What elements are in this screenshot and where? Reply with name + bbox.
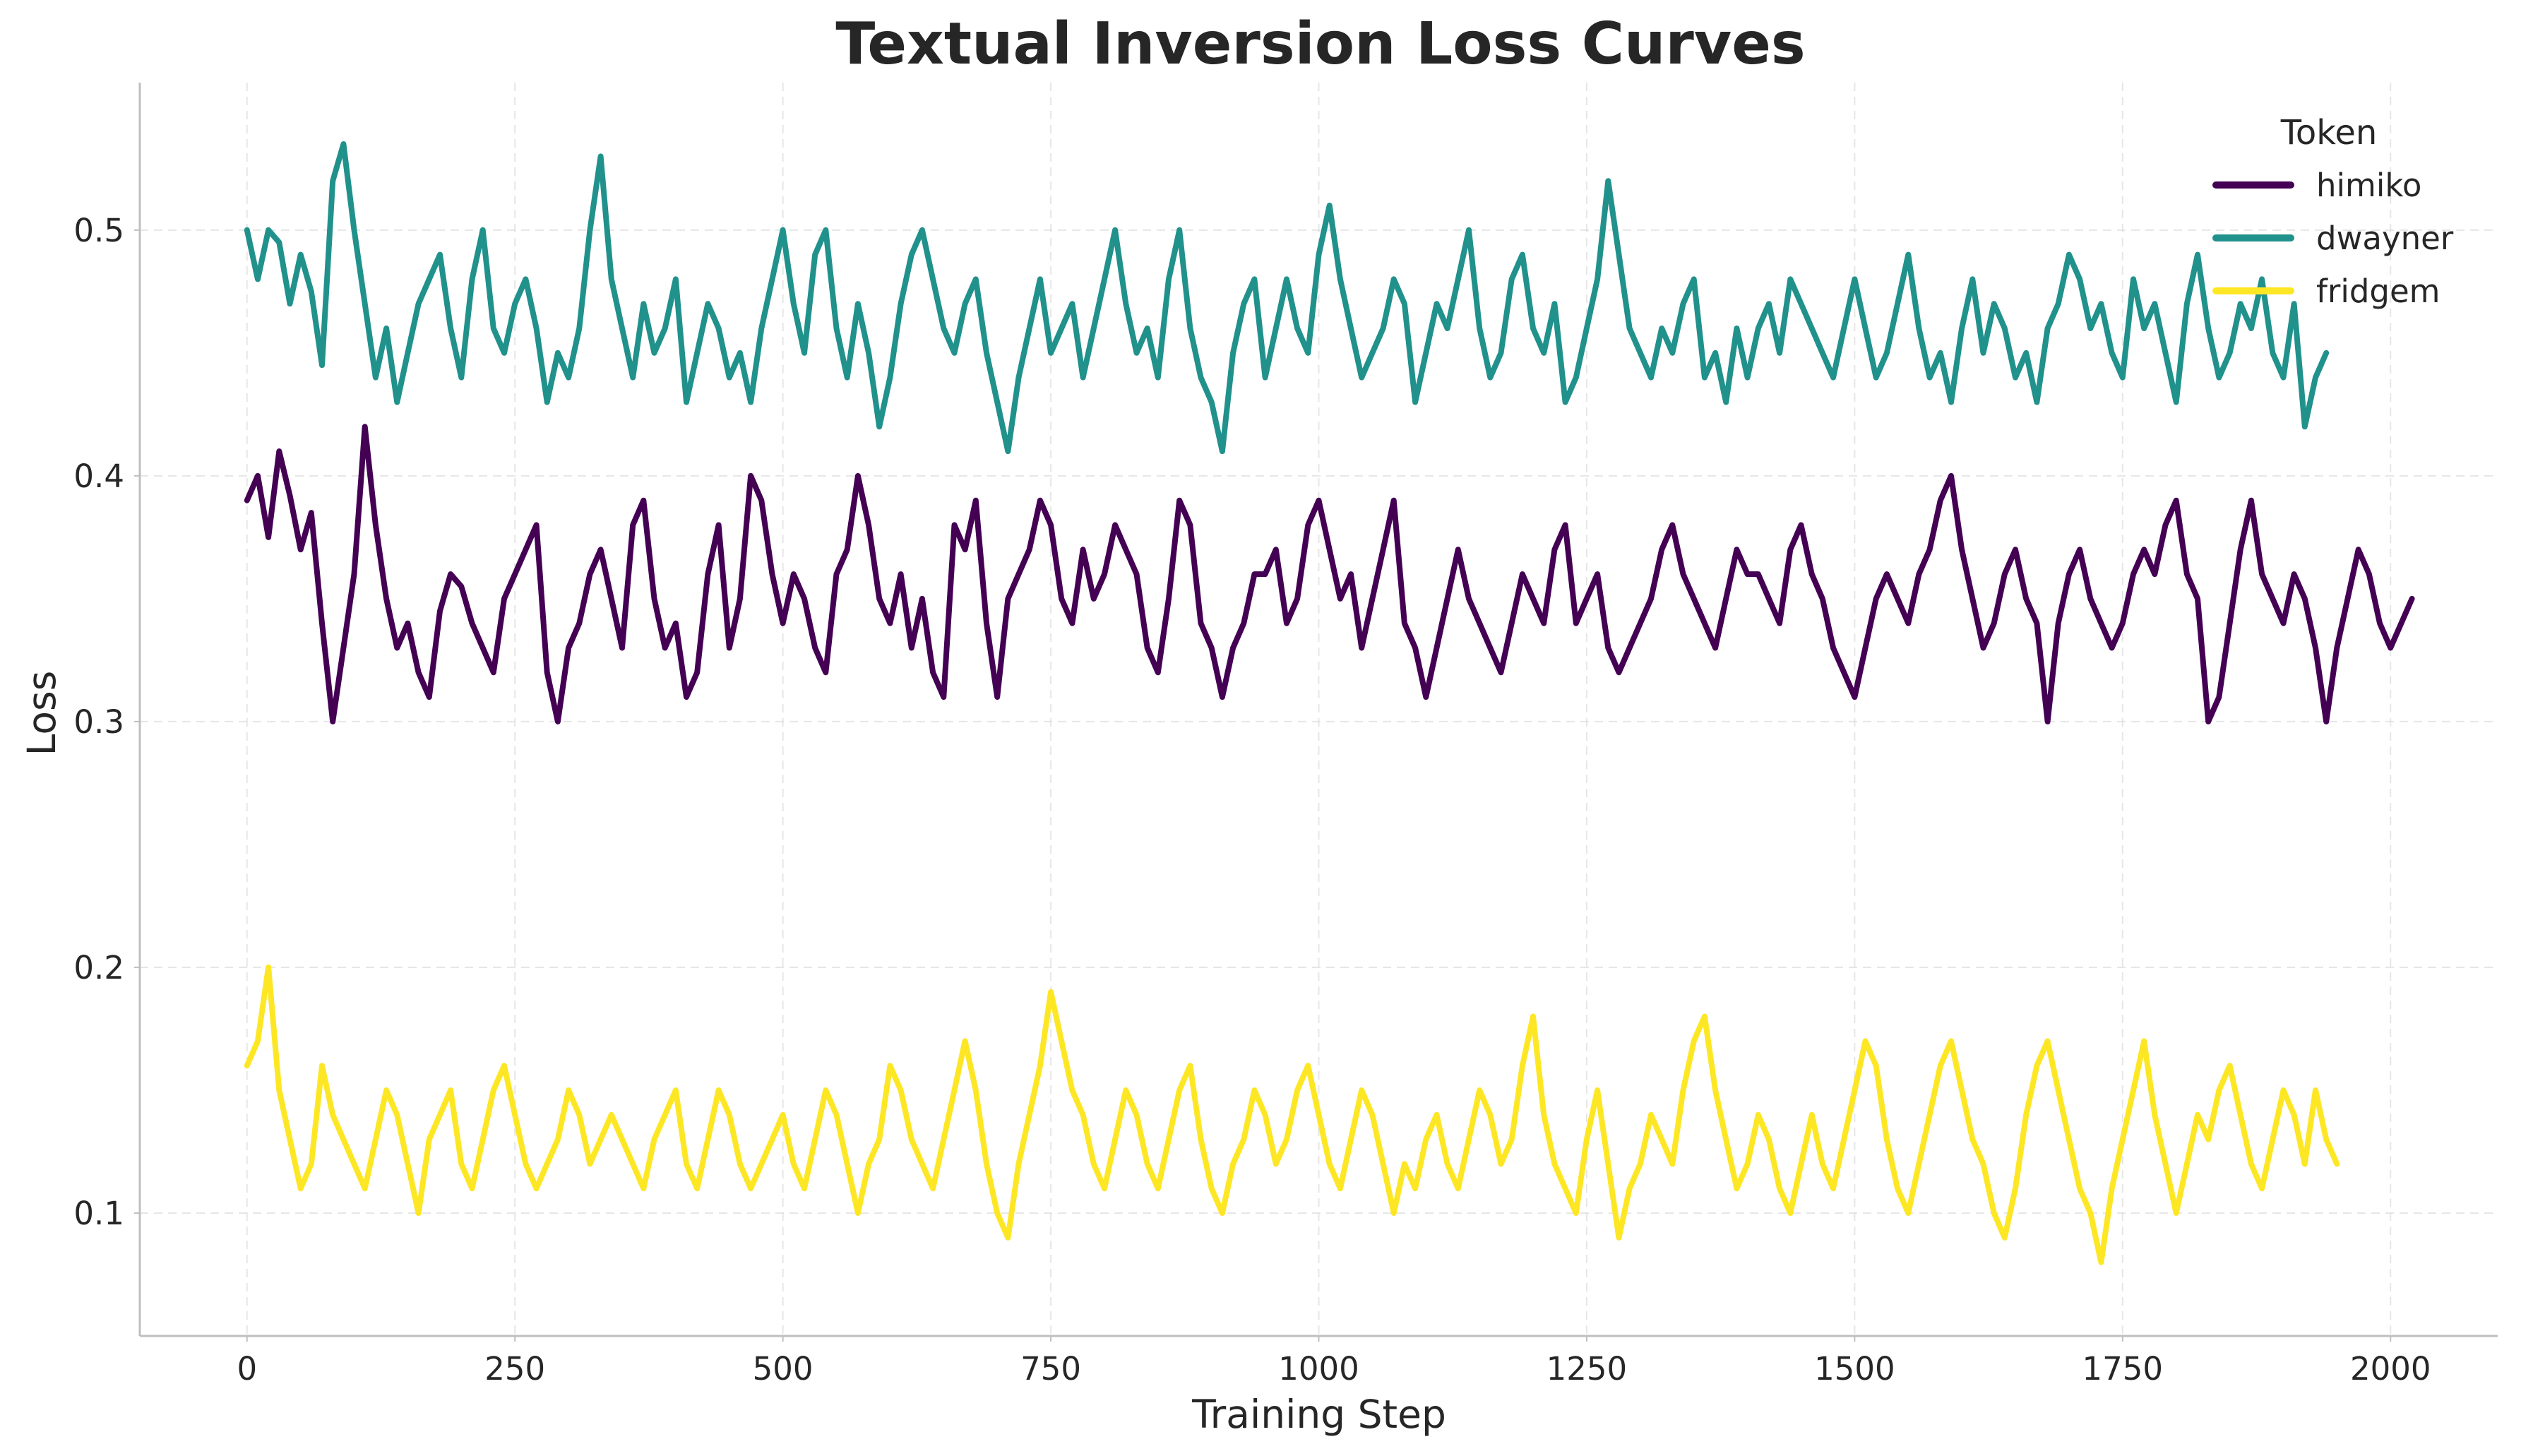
x-tick-label: 750	[1020, 1350, 1081, 1388]
x-tick-label: 1750	[2082, 1350, 2164, 1388]
legend: Token himiko dwayner fridgem	[2212, 113, 2454, 310]
y-tick-label: 0.2	[73, 949, 124, 986]
series-line-fridgem	[244, 964, 2340, 1265]
x-tick-label: 500	[753, 1350, 813, 1388]
x-tick-label: 1000	[1278, 1350, 1359, 1388]
legend-label-dwayner: dwayner	[2316, 220, 2454, 257]
y-tick-label: 0.5	[73, 212, 124, 249]
legend-label-fridgem: fridgem	[2316, 273, 2440, 310]
x-tick-label: 1500	[1814, 1350, 1895, 1388]
y-tick-label: 0.1	[73, 1195, 124, 1232]
x-tick-label: 0	[237, 1350, 257, 1388]
chart-title: Textual Inversion Loss Curves	[835, 11, 1805, 78]
y-tick-label: 0.4	[73, 458, 124, 495]
x-axis-label: Training Step	[1191, 1392, 1446, 1437]
series-line-dwayner	[244, 141, 2330, 455]
legend-entries: himiko dwayner fridgem	[2212, 167, 2454, 310]
y-tick-label: 0.3	[73, 703, 124, 741]
x-axis-ticks: 0 250 500 750 1000 1250 1500 1750 2000	[237, 1336, 2431, 1388]
grid	[140, 83, 2498, 1336]
x-tick-label: 250	[484, 1350, 545, 1388]
series-lines	[244, 141, 2415, 1265]
series-line-himiko	[244, 424, 2415, 724]
y-axis-ticks: 0.1 0.2 0.3 0.4 0.5	[73, 212, 140, 1232]
x-tick-label: 1250	[1546, 1350, 1628, 1388]
x-tick-label: 2000	[2350, 1350, 2431, 1388]
legend-title: Token	[2280, 113, 2378, 153]
legend-label-himiko: himiko	[2316, 167, 2421, 204]
y-axis-label: Loss	[19, 671, 64, 756]
